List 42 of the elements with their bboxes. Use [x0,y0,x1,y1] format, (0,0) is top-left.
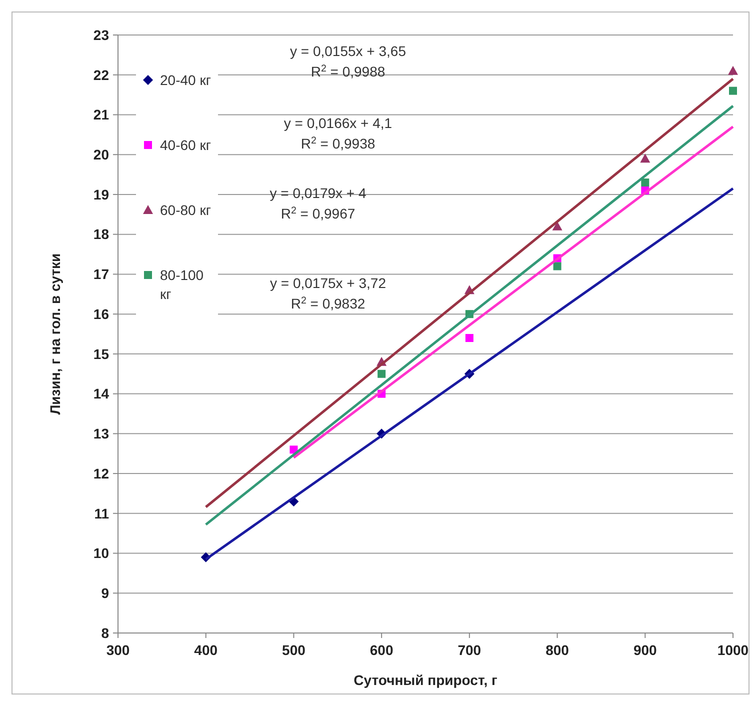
point [465,334,474,342]
x-tick-label: 300 [106,642,130,658]
y-tick-label: 19 [93,186,110,202]
y-tick-label: 12 [93,465,110,482]
legend-label: 20-40 кг [160,72,211,88]
y-tick-label: 22 [93,66,110,83]
y-tick-label: 13 [93,426,110,442]
x-tick-label: 800 [546,642,570,658]
x-tick-label: 1000 [717,642,749,658]
y-tick-label: 16 [93,306,110,322]
y-tick-label: 14 [93,386,110,402]
y-tick-label: 15 [93,346,110,362]
y-tick-label: 21 [93,106,110,123]
y-tick-label: 9 [101,585,110,602]
annotation: y = 0,0179x + 4 R$^{2}$ = 0,9967 [270,185,366,222]
point [640,154,650,163]
legend-label: 80-100 кг [160,266,204,302]
annotation: y = 0,0155x + 3,65 R$^{2}$ = 0,9988 [290,43,406,80]
x-tick-label: 400 [194,642,218,658]
point [552,221,562,230]
y-tick-label: 8 [101,624,110,641]
point [641,178,650,187]
annotation: y = 0,0166x + 4,1 R$^{2}$ = 0,9938 [284,115,392,152]
x-axis-title: Суточный прирост, г [354,672,498,688]
legend-label: 40-60 кг [160,136,211,153]
y-tick-label: 18 [93,226,110,242]
y-tick-label: 11 [94,505,110,522]
y-tick-label: 23 [93,26,110,43]
y-axis-title: Лизин, г на гол. в сутки [47,253,63,415]
x-tick-label: 500 [282,642,306,658]
point [378,370,386,378]
point [553,262,562,270]
legend-label: 60-80 кг [160,202,211,218]
annotation: y = 0,0175x + 3,72 R$^{2}$ = 0,9832 [270,275,386,312]
x-tick-label: 600 [370,642,394,658]
y-tick-label: 20 [93,146,110,162]
point [729,86,737,95]
y-tick-label: 17 [93,266,110,282]
y-tick-label: 10 [93,545,110,562]
x-tick-label: 700 [458,642,482,658]
x-tick-label: 900 [633,642,658,658]
point [728,66,738,75]
